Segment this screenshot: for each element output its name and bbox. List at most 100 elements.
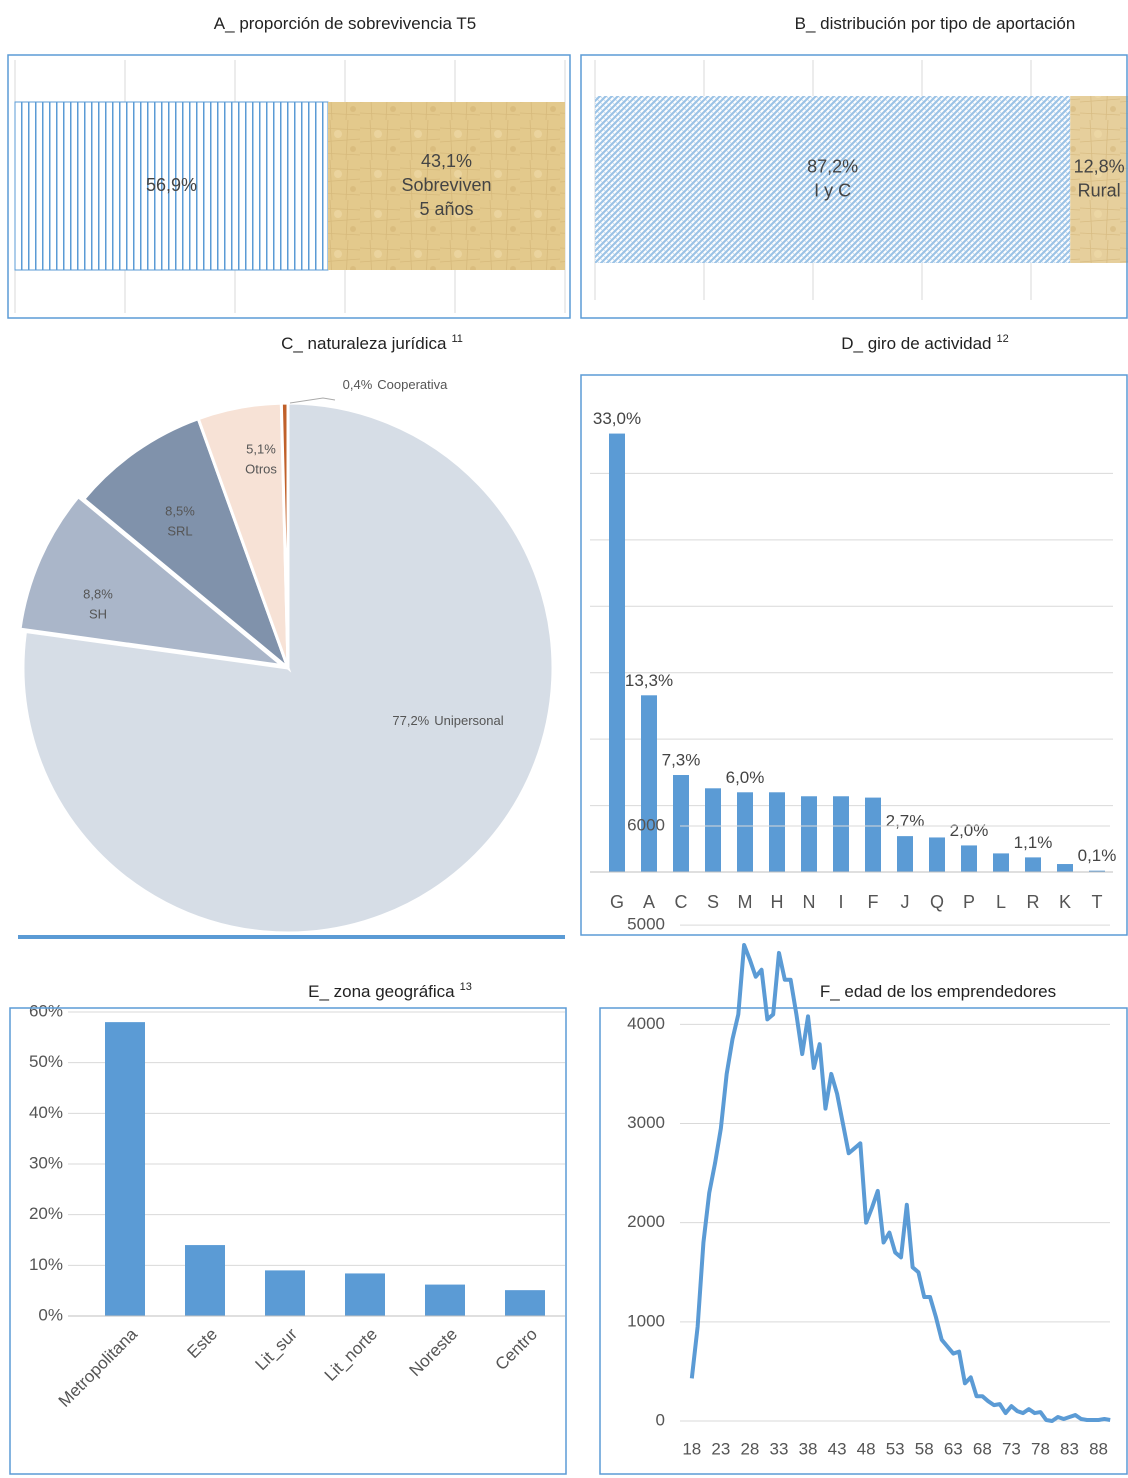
x-tick-label: 28 xyxy=(740,1439,759,1458)
value-label: 6,0% xyxy=(726,768,765,787)
x-tick-label: 38 xyxy=(799,1439,818,1458)
value-label: 0,1% xyxy=(1078,846,1117,865)
x-tick-label: T xyxy=(1092,892,1103,912)
x-tick-label: M xyxy=(738,892,753,912)
x-tick-label: I xyxy=(838,892,843,912)
bar xyxy=(1089,870,1105,872)
x-tick-label: 18 xyxy=(682,1439,701,1458)
x-tick-label: Metropolitana xyxy=(55,1324,142,1411)
y-tick-label: 5000 xyxy=(627,915,665,934)
line-series xyxy=(689,943,1111,1423)
segment-name: Sobreviven xyxy=(401,175,491,195)
x-tick-label: 58 xyxy=(915,1439,934,1458)
bar xyxy=(265,1270,305,1316)
bar-segment xyxy=(14,101,329,271)
y-tick-label: 20% xyxy=(29,1204,63,1223)
chart-title: D_ giro de actividad 12 xyxy=(841,333,1009,354)
title-text: B_ distribución por tipo de aportación xyxy=(795,14,1076,33)
bar xyxy=(1057,864,1073,872)
pie-slice xyxy=(279,401,290,669)
x-tick-label: 68 xyxy=(973,1439,992,1458)
y-tick-label: 10% xyxy=(29,1255,63,1274)
x-tick-label: 48 xyxy=(857,1439,876,1458)
chart-title: B_ distribución por tipo de aportación xyxy=(795,14,1076,33)
x-tick-label: H xyxy=(771,892,784,912)
value-label: 1,1% xyxy=(1014,833,1053,852)
bar xyxy=(673,775,689,872)
y-tick-label: 4000 xyxy=(627,1014,665,1033)
chart-frame xyxy=(580,374,1128,936)
x-tick-label: 33 xyxy=(770,1439,789,1458)
chart-title: F_ edad de los emprendedores xyxy=(820,982,1056,1001)
bar xyxy=(425,1284,465,1316)
x-tick-label: N xyxy=(803,892,816,912)
bar xyxy=(609,433,625,872)
title-text: C_ naturaleza jurídica xyxy=(281,334,447,353)
slice-name: SRL xyxy=(167,523,192,538)
bar xyxy=(505,1290,545,1316)
segment-name: 5 años xyxy=(419,199,473,219)
y-tick-label: 1000 xyxy=(627,1311,665,1330)
x-tick-label: Este xyxy=(184,1325,221,1362)
x-tick-label: R xyxy=(1027,892,1040,912)
title-text: A_ proporción de sobrevivencia T5 xyxy=(214,14,476,33)
slice-name: Cooperativa xyxy=(377,377,448,392)
slice-name: SH xyxy=(89,606,107,621)
value-label: 56,9% xyxy=(146,175,197,195)
title-text: E_ zona geográfica xyxy=(308,982,455,1001)
x-tick-label: Noreste xyxy=(405,1325,461,1381)
pie-slice xyxy=(81,416,292,673)
x-tick-label: 53 xyxy=(886,1439,905,1458)
value-label: 5,1% xyxy=(246,441,276,456)
slice-name: Otros xyxy=(245,461,277,476)
chart-frame xyxy=(9,1007,567,1475)
leader-line xyxy=(289,397,336,404)
x-tick-label: 83 xyxy=(1060,1439,1079,1458)
y-tick-label: 40% xyxy=(29,1103,63,1122)
x-tick-label: 23 xyxy=(711,1439,730,1458)
segment-name: Rural xyxy=(1078,180,1121,200)
x-tick-label: L xyxy=(996,892,1006,912)
bar xyxy=(961,845,977,872)
x-tick-label: 43 xyxy=(828,1439,847,1458)
chart-title: C_ naturaleza jurídica 11 xyxy=(281,333,463,354)
value-label: 33,0% xyxy=(593,409,641,428)
pie-slice xyxy=(18,494,288,668)
bar xyxy=(1025,857,1041,872)
chart-title: A_ proporción de sobrevivencia T5 xyxy=(214,14,476,33)
footnote: 11 xyxy=(451,333,462,345)
x-tick-label: Lit_norte xyxy=(321,1325,381,1385)
bar xyxy=(929,837,945,872)
y-tick-label: 50% xyxy=(29,1052,63,1071)
value-label: 43,1% xyxy=(421,151,472,171)
x-tick-label: S xyxy=(707,892,719,912)
bar xyxy=(865,797,881,872)
bar-segment xyxy=(327,102,565,270)
bar xyxy=(801,796,817,872)
bar xyxy=(833,796,849,872)
y-tick-label: 0% xyxy=(38,1305,63,1324)
bar xyxy=(641,695,657,872)
x-tick-label: K xyxy=(1059,892,1071,912)
x-tick-label: Q xyxy=(930,892,944,912)
value-label: 0,4% xyxy=(343,377,373,392)
bar xyxy=(769,792,785,872)
chart-frame xyxy=(599,1007,1128,1475)
x-tick-label: 73 xyxy=(1002,1439,1021,1458)
x-tick-label: 78 xyxy=(1031,1439,1050,1458)
y-tick-label: 3000 xyxy=(627,1113,665,1132)
bar xyxy=(897,836,913,872)
x-tick-label: Lit_sur xyxy=(251,1324,301,1374)
segment-name: I y C xyxy=(814,180,851,200)
slice-label: 77,2% Unipersonal xyxy=(392,713,503,728)
chart-frame xyxy=(7,54,571,319)
value-label: 8,8% xyxy=(83,586,113,601)
bar xyxy=(105,1022,145,1316)
y-tick-label: 0 xyxy=(656,1410,665,1429)
title-text: D_ giro de actividad xyxy=(841,334,991,353)
value-label: 87,2% xyxy=(807,156,858,176)
x-tick-label: 63 xyxy=(944,1439,963,1458)
x-tick-label: J xyxy=(901,892,910,912)
